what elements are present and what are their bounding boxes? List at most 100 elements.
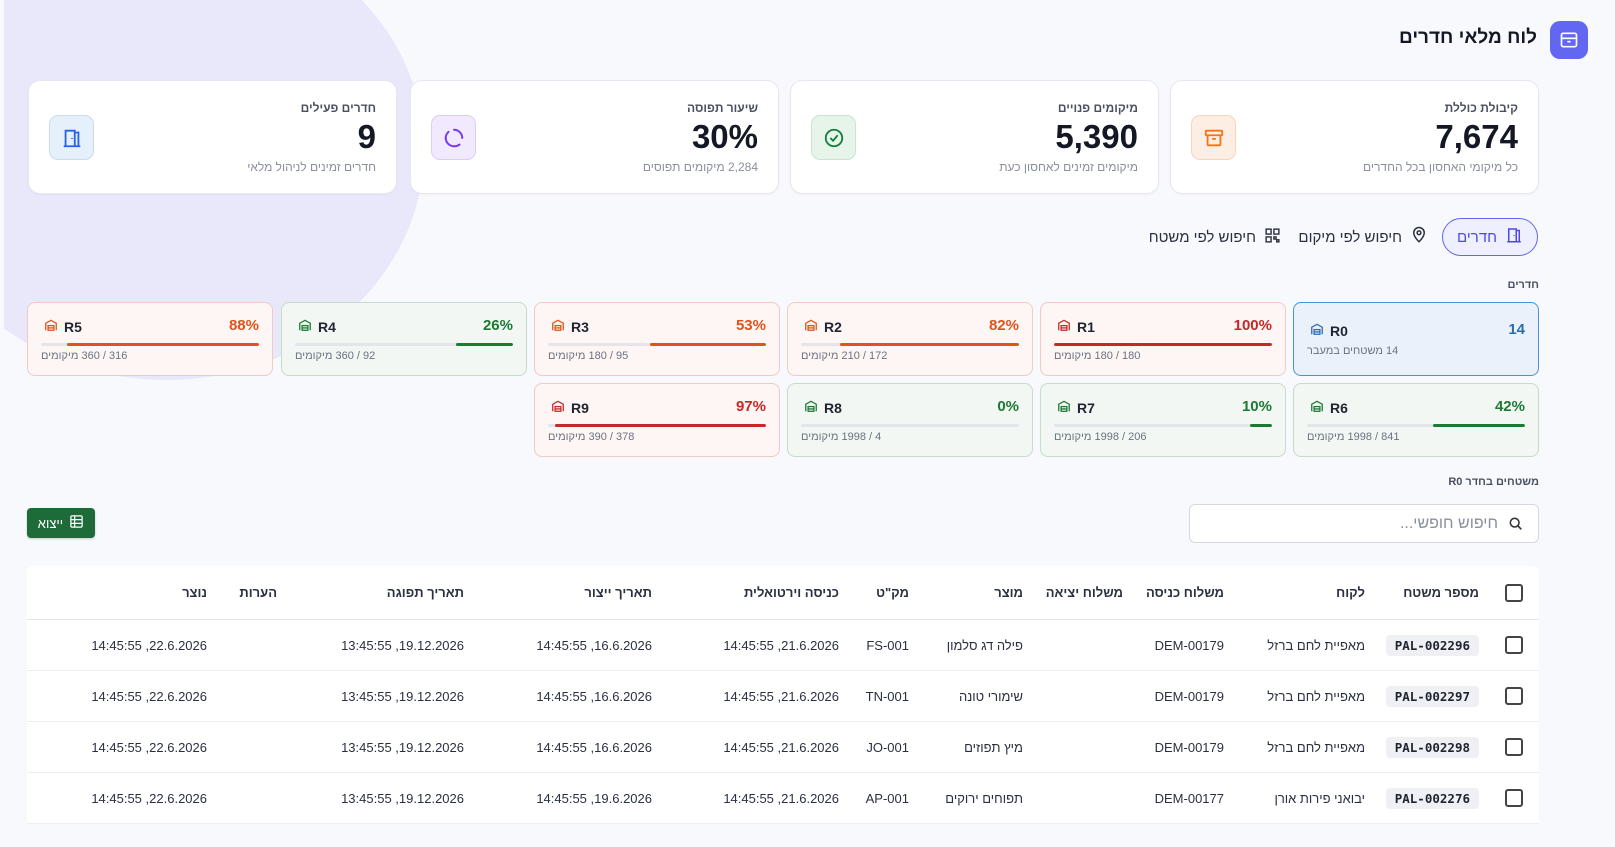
cell-sku: JO-001 bbox=[866, 739, 909, 755]
page-title: לוח מלאי חדרים bbox=[1399, 27, 1537, 48]
pallets-table: מספר משטח לקוח משלוח כניסה משלוח יציאה מ… bbox=[27, 566, 1539, 824]
warehouse-icon bbox=[1057, 399, 1071, 416]
row-checkbox[interactable] bbox=[1505, 738, 1523, 756]
pallet-badge[interactable]: PAL-002297 bbox=[1385, 685, 1479, 707]
stat-label: חדרים פעילים bbox=[300, 101, 376, 115]
row-checkbox-cell bbox=[1505, 722, 1525, 772]
row-checkbox-cell bbox=[1505, 620, 1525, 670]
door-icon bbox=[49, 115, 94, 160]
tab-rooms[interactable]: חדרים bbox=[1442, 218, 1538, 256]
stat-subtitle: חדרים זמינים לניהול מלאי bbox=[247, 160, 376, 174]
warehouse-icon bbox=[44, 318, 58, 335]
archive-icon bbox=[1191, 115, 1236, 160]
room-name: R8 bbox=[804, 399, 842, 416]
table-header: מספר משטח לקוח משלוח כניסה משלוח יציאה מ… bbox=[27, 566, 1539, 620]
table-row[interactable]: PAL-002298 מאפיית לחם ברזל DEM-00179 מיץ תפ… bbox=[27, 722, 1539, 773]
room-card-r4[interactable]: R4 26% 92 / 360 מיקומים bbox=[281, 302, 527, 376]
cell-customer: מאפיית לחם ברזל bbox=[1267, 688, 1365, 704]
cell-customer: יבואני פירות אורן bbox=[1274, 790, 1365, 806]
room-card-r7[interactable]: R7 10% 206 / 1998 מיקומים bbox=[1040, 383, 1286, 457]
room-percent: 97% bbox=[735, 398, 766, 415]
export-button[interactable]: ייצוא bbox=[27, 508, 95, 538]
table-row[interactable]: PAL-002276 יבואני פירות אורן DEM-00177 תפוח… bbox=[27, 773, 1539, 824]
map-pin-icon bbox=[1410, 226, 1428, 248]
stat-label: מיקומים פנויים bbox=[1057, 101, 1138, 115]
room-name: R9 bbox=[551, 399, 589, 416]
check-circle-icon bbox=[811, 115, 856, 160]
qr-code-icon bbox=[1264, 227, 1281, 248]
warehouse-icon bbox=[551, 318, 565, 335]
header-production-date[interactable]: תאריך ייצור bbox=[584, 585, 652, 600]
room-progress-bar bbox=[548, 343, 766, 346]
header-customer[interactable]: לקוח bbox=[1336, 585, 1365, 600]
room-count: 92 / 360 מיקומים bbox=[295, 350, 376, 362]
room-card-r3[interactable]: R3 53% 95 / 180 מיקומים bbox=[534, 302, 780, 376]
cell-product: שימורי טונה bbox=[958, 688, 1023, 704]
cell-customer: מאפיית לחם ברזל bbox=[1267, 739, 1365, 755]
header-expiry-date[interactable]: תאריך תפוגה bbox=[386, 585, 464, 600]
row-checkbox[interactable] bbox=[1505, 687, 1523, 705]
room-label: R8 bbox=[824, 399, 842, 416]
header-outbound-shipment[interactable]: משלוח יציאה bbox=[1045, 585, 1123, 600]
room-count: 206 / 1998 מיקומים bbox=[1054, 431, 1147, 443]
room-progress-bar bbox=[41, 343, 259, 346]
cell-pallet-number: PAL-002298 bbox=[1385, 722, 1479, 772]
cell-expiry-date: 19.12.2026, 13:45:55 bbox=[341, 790, 464, 806]
tab-search-by-pallet[interactable]: חיפוש לפי משטח bbox=[1149, 218, 1281, 256]
cell-product: מיץ תפוזים bbox=[964, 739, 1023, 755]
row-checkbox[interactable] bbox=[1505, 789, 1523, 807]
pallet-badge[interactable]: PAL-002296 bbox=[1385, 634, 1479, 656]
room-card-r0[interactable]: R0 14 14 משטחים במעבר bbox=[1293, 302, 1539, 376]
room-count: 172 / 210 מיקומים bbox=[801, 350, 888, 362]
room-card-r9[interactable]: R9 97% 378 / 390 מיקומים bbox=[534, 383, 780, 457]
room-count: 841 / 1998 מיקומים bbox=[1307, 431, 1400, 443]
pallet-badge[interactable]: PAL-002298 bbox=[1385, 736, 1479, 758]
stat-subtitle: מיקומים זמינים לאחסון כעת bbox=[999, 160, 1138, 174]
header-virtual-entry[interactable]: כניסה וירטואלית bbox=[743, 585, 839, 600]
tab-search-by-location[interactable]: חיפוש לפי מיקום bbox=[1298, 218, 1428, 256]
cell-expiry-date: 19.12.2026, 13:45:55 bbox=[341, 688, 464, 704]
warehouse-icon bbox=[804, 399, 818, 416]
table-row[interactable]: PAL-002297 מאפיית לחם ברזל DEM-00179 שימורי… bbox=[27, 671, 1539, 722]
header-product[interactable]: מוצר bbox=[994, 585, 1023, 600]
cell-virtual-entry: 21.6.2026, 14:45:55 bbox=[723, 688, 839, 704]
select-all-checkbox[interactable] bbox=[1505, 583, 1523, 602]
room-percent: 0% bbox=[997, 398, 1019, 415]
stat-card-occupancy-rate: שיעור תפוסה 30% 2,284 מיקומים תפוסים bbox=[410, 80, 779, 194]
room-card-r5[interactable]: R5 88% 316 / 360 מיקומים bbox=[27, 302, 273, 376]
cell-created: 22.6.2026, 14:45:55 bbox=[91, 688, 207, 704]
cell-virtual-entry: 21.6.2026, 14:45:55 bbox=[723, 739, 839, 755]
room-card-r8[interactable]: R8 0% 4 / 1998 מיקומים bbox=[787, 383, 1033, 457]
room-card-r1[interactable]: R1 100% 180 / 180 מיקומים bbox=[1040, 302, 1286, 376]
stat-card-free-locations: מיקומים פנויים 5,390 מיקומים זמינים לאחס… bbox=[790, 80, 1159, 194]
header-pallet[interactable]: מספר משטח bbox=[1403, 585, 1479, 600]
search-icon bbox=[1508, 516, 1524, 537]
room-progress-fill bbox=[840, 343, 1019, 346]
warehouse-icon bbox=[551, 399, 565, 416]
room-card-r2[interactable]: R2 82% 172 / 210 מיקומים bbox=[787, 302, 1033, 376]
header-created[interactable]: נוצר bbox=[182, 585, 207, 600]
room-count: 95 / 180 מיקומים bbox=[548, 350, 629, 362]
room-card-r6[interactable]: R6 42% 841 / 1998 מיקומים bbox=[1293, 383, 1539, 457]
header-inbound-shipment[interactable]: משלוח כניסה bbox=[1145, 585, 1224, 600]
header-sku[interactable]: מק"ט bbox=[876, 585, 909, 600]
cell-pallet-number: PAL-002296 bbox=[1385, 620, 1479, 670]
room-count: 180 / 180 מיקומים bbox=[1054, 350, 1141, 362]
room-progress-bar bbox=[801, 343, 1019, 346]
search-input[interactable] bbox=[1200, 513, 1498, 535]
warehouse-icon bbox=[1057, 318, 1071, 335]
cell-production-date: 19.6.2026, 14:45:55 bbox=[536, 790, 652, 806]
table-row[interactable]: PAL-002296 מאפיית לחם ברזל DEM-00179 פילה ד… bbox=[27, 620, 1539, 671]
room-label: R6 bbox=[1330, 399, 1348, 416]
row-checkbox[interactable] bbox=[1505, 636, 1523, 654]
room-progress-fill bbox=[554, 424, 766, 427]
stat-subtitle: 2,284 מיקומים תפוסים bbox=[642, 160, 758, 174]
cell-sku: TN-001 bbox=[865, 688, 909, 704]
room-progress-fill bbox=[456, 343, 513, 346]
export-label: ייצוא bbox=[37, 515, 64, 531]
warehouse-icon bbox=[804, 318, 818, 335]
tab-label: חדרים bbox=[1457, 228, 1497, 246]
rooms-section-label: חדרים bbox=[1507, 279, 1539, 291]
pallet-badge[interactable]: PAL-002276 bbox=[1385, 787, 1479, 809]
header-notes[interactable]: הערות bbox=[239, 585, 277, 600]
